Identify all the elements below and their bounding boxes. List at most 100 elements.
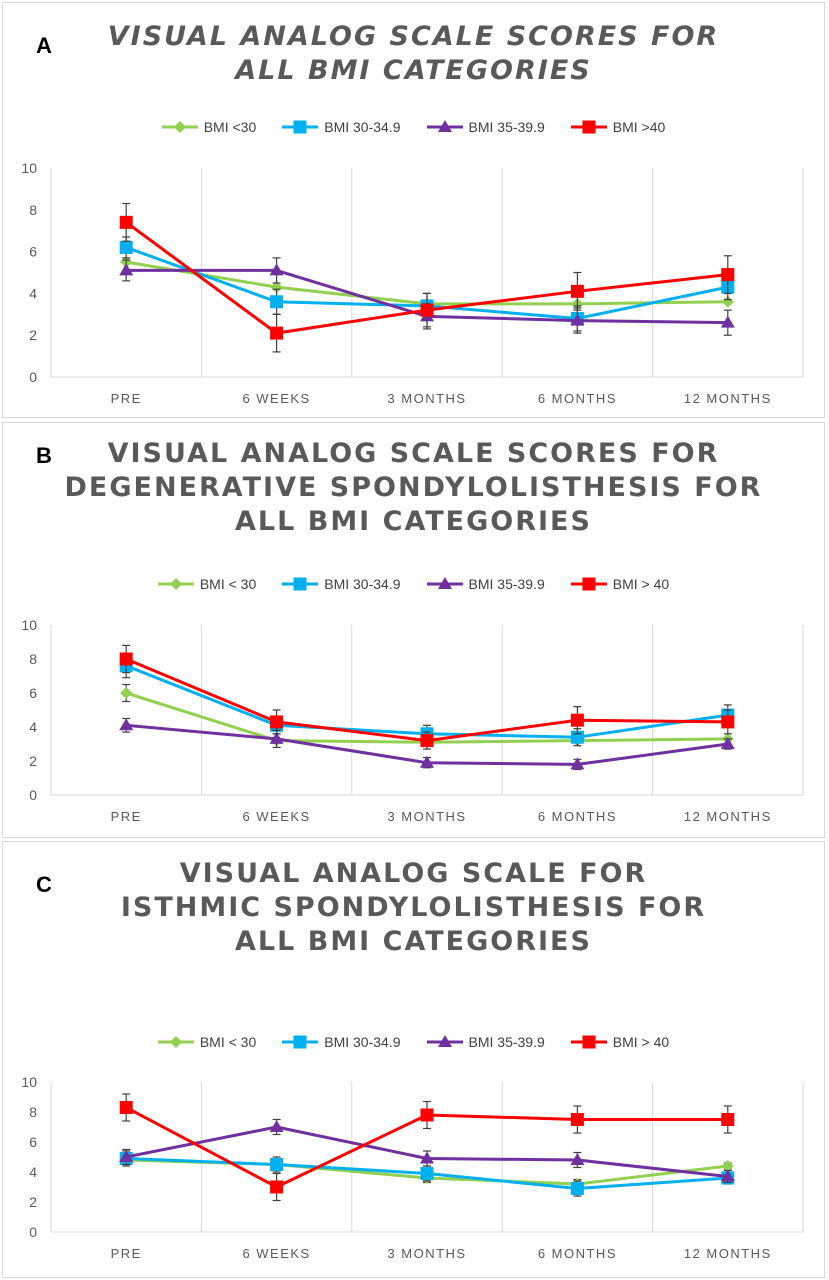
y-tick-label: 2 (29, 327, 37, 343)
chart-plot: 0 2 4 6 8 10 PRE 6 WEEKS 3 MONTHS 6 MONTHS 12 MONT… (21, 1074, 804, 1261)
legend-label: BMI 30-34.9 (324, 576, 401, 592)
data-point (420, 1151, 434, 1164)
data-point (721, 295, 734, 308)
y-tick-label: 0 (29, 787, 37, 803)
data-point (270, 1180, 284, 1194)
legend-label: BMI 35-39.9 (468, 1034, 545, 1050)
data-point (721, 268, 735, 282)
data-point (270, 326, 284, 340)
data-point (570, 313, 585, 326)
chart-title: VISUAL ANALOG SCALE SCORES FOR DEGENERAT… (64, 438, 763, 537)
legend-label: BMI > 40 (612, 576, 670, 592)
x-tick-label: 12 MONTHS (684, 1246, 772, 1261)
data-point (420, 1167, 434, 1180)
legend-label: BMI >40 (612, 119, 666, 135)
data-point (420, 1108, 434, 1122)
legend-swatch (157, 1035, 194, 1049)
legend-entry: BMI < 30 (157, 1034, 256, 1050)
legend-entry: BMI >40 (570, 119, 666, 135)
y-tick-label: 10 (21, 617, 37, 633)
legend-swatch (426, 120, 463, 134)
gridlines (50, 625, 804, 795)
x-tick-label: PRE (111, 391, 142, 406)
x-tick-label: 3 MONTHS (387, 809, 466, 824)
data-point (570, 1113, 584, 1126)
data-point (119, 1150, 134, 1162)
x-tick-label: PRE (111, 1246, 142, 1261)
y-tick-label: 4 (29, 719, 37, 735)
data-point (420, 755, 434, 768)
data-point (269, 263, 284, 276)
x-tick-label: 6 MONTHS (538, 1246, 617, 1261)
data-point (119, 652, 133, 666)
series-4 (119, 202, 735, 353)
y-tick-label: 6 (29, 244, 37, 260)
data-point (269, 1120, 284, 1132)
legend-marker (293, 120, 307, 134)
legend-swatch (426, 577, 463, 591)
legend-swatch (426, 1035, 463, 1049)
series-3 (119, 717, 735, 771)
legend-marker (582, 1035, 596, 1049)
chart-plot: 0 2 4 6 8 10 PRE 6 WEEKS 3 MONTHS 6 MONTHS 12 MONT… (21, 617, 804, 824)
legend-entry: BMI > 40 (570, 1034, 670, 1050)
legend-swatch (282, 120, 319, 134)
y-tick-label: 0 (29, 1224, 37, 1240)
legend-swatch (570, 120, 607, 134)
chart-legend: BMI < 30 BMI 30-34.9 BMI 35-39.9 BMI > 40 (3, 576, 824, 592)
legend-entry: BMI 35-39.9 (426, 1034, 545, 1050)
data-point (420, 303, 434, 317)
chart-title: VISUAL ANALOG SCALE FOR ISTHMIC SPONDYLO… (120, 858, 707, 957)
gridlines (50, 168, 804, 377)
data-point (570, 284, 584, 298)
legend-marker (173, 121, 186, 133)
data-point (570, 713, 584, 727)
x-tick-label: 12 MONTHS (684, 809, 772, 824)
data-point (119, 240, 133, 254)
legend-entry: BMI 30-34.9 (282, 1034, 401, 1050)
y-tick-label: 6 (29, 685, 37, 701)
series-3 (119, 1118, 735, 1184)
x-tick-label: 6 WEEKS (242, 809, 310, 824)
panel-label: A (36, 33, 52, 58)
data-point (570, 757, 585, 770)
legend-label: BMI 35-39.9 (468, 576, 545, 592)
legend-swatch (570, 1035, 607, 1049)
legend-label: BMI <30 (203, 119, 257, 135)
data-point (721, 1160, 734, 1172)
y-tick-label: 10 (21, 160, 37, 176)
legend-swatch (161, 120, 198, 134)
legend-label: BMI 35-39.9 (468, 119, 545, 135)
y-tick-label: 8 (29, 202, 37, 218)
panel-label: B (36, 443, 52, 468)
legend-marker (293, 1035, 307, 1049)
y-tick-label: 0 (29, 369, 37, 385)
y-tick-label: 6 (29, 1134, 37, 1150)
legend-entry: BMI < 30 (157, 576, 257, 592)
legend-swatch (157, 577, 194, 591)
data-point (720, 315, 735, 328)
series-4 (119, 644, 735, 750)
legend-marker (293, 577, 307, 591)
gridlines (50, 1082, 804, 1232)
x-tick-label: 6 WEEKS (242, 391, 310, 406)
legend-label: BMI > 40 (612, 1034, 670, 1050)
legend-label: BMI < 30 (199, 576, 257, 592)
data-point (720, 737, 735, 749)
legend-entry: BMI <30 (161, 119, 257, 135)
chart-legend: BMI < 30 BMI 30-34.9 BMI 35-39.9 BMI > 40 (3, 1034, 824, 1050)
y-tick-label: 4 (29, 1164, 37, 1180)
y-tick-label: 2 (29, 1194, 37, 1210)
data-point (119, 1101, 133, 1114)
legend-entry: BMI 30-34.9 (282, 576, 401, 592)
legend-marker (582, 577, 596, 591)
data-point (721, 1113, 735, 1126)
chart-panel-b: B VISUAL ANALOG SCALE SCORES FOR DEGENER… (2, 422, 825, 838)
legend-entry: BMI 30-34.9 (282, 119, 401, 135)
data-point (570, 1153, 585, 1165)
data-point (269, 731, 284, 744)
legend-swatch (570, 577, 607, 591)
legend-swatch (282, 1035, 319, 1049)
x-tick-label: 6 MONTHS (538, 391, 617, 406)
chart-legend: BMI <30 BMI 30-34.9 BMI 35-39.9 BMI >40 (3, 119, 824, 135)
